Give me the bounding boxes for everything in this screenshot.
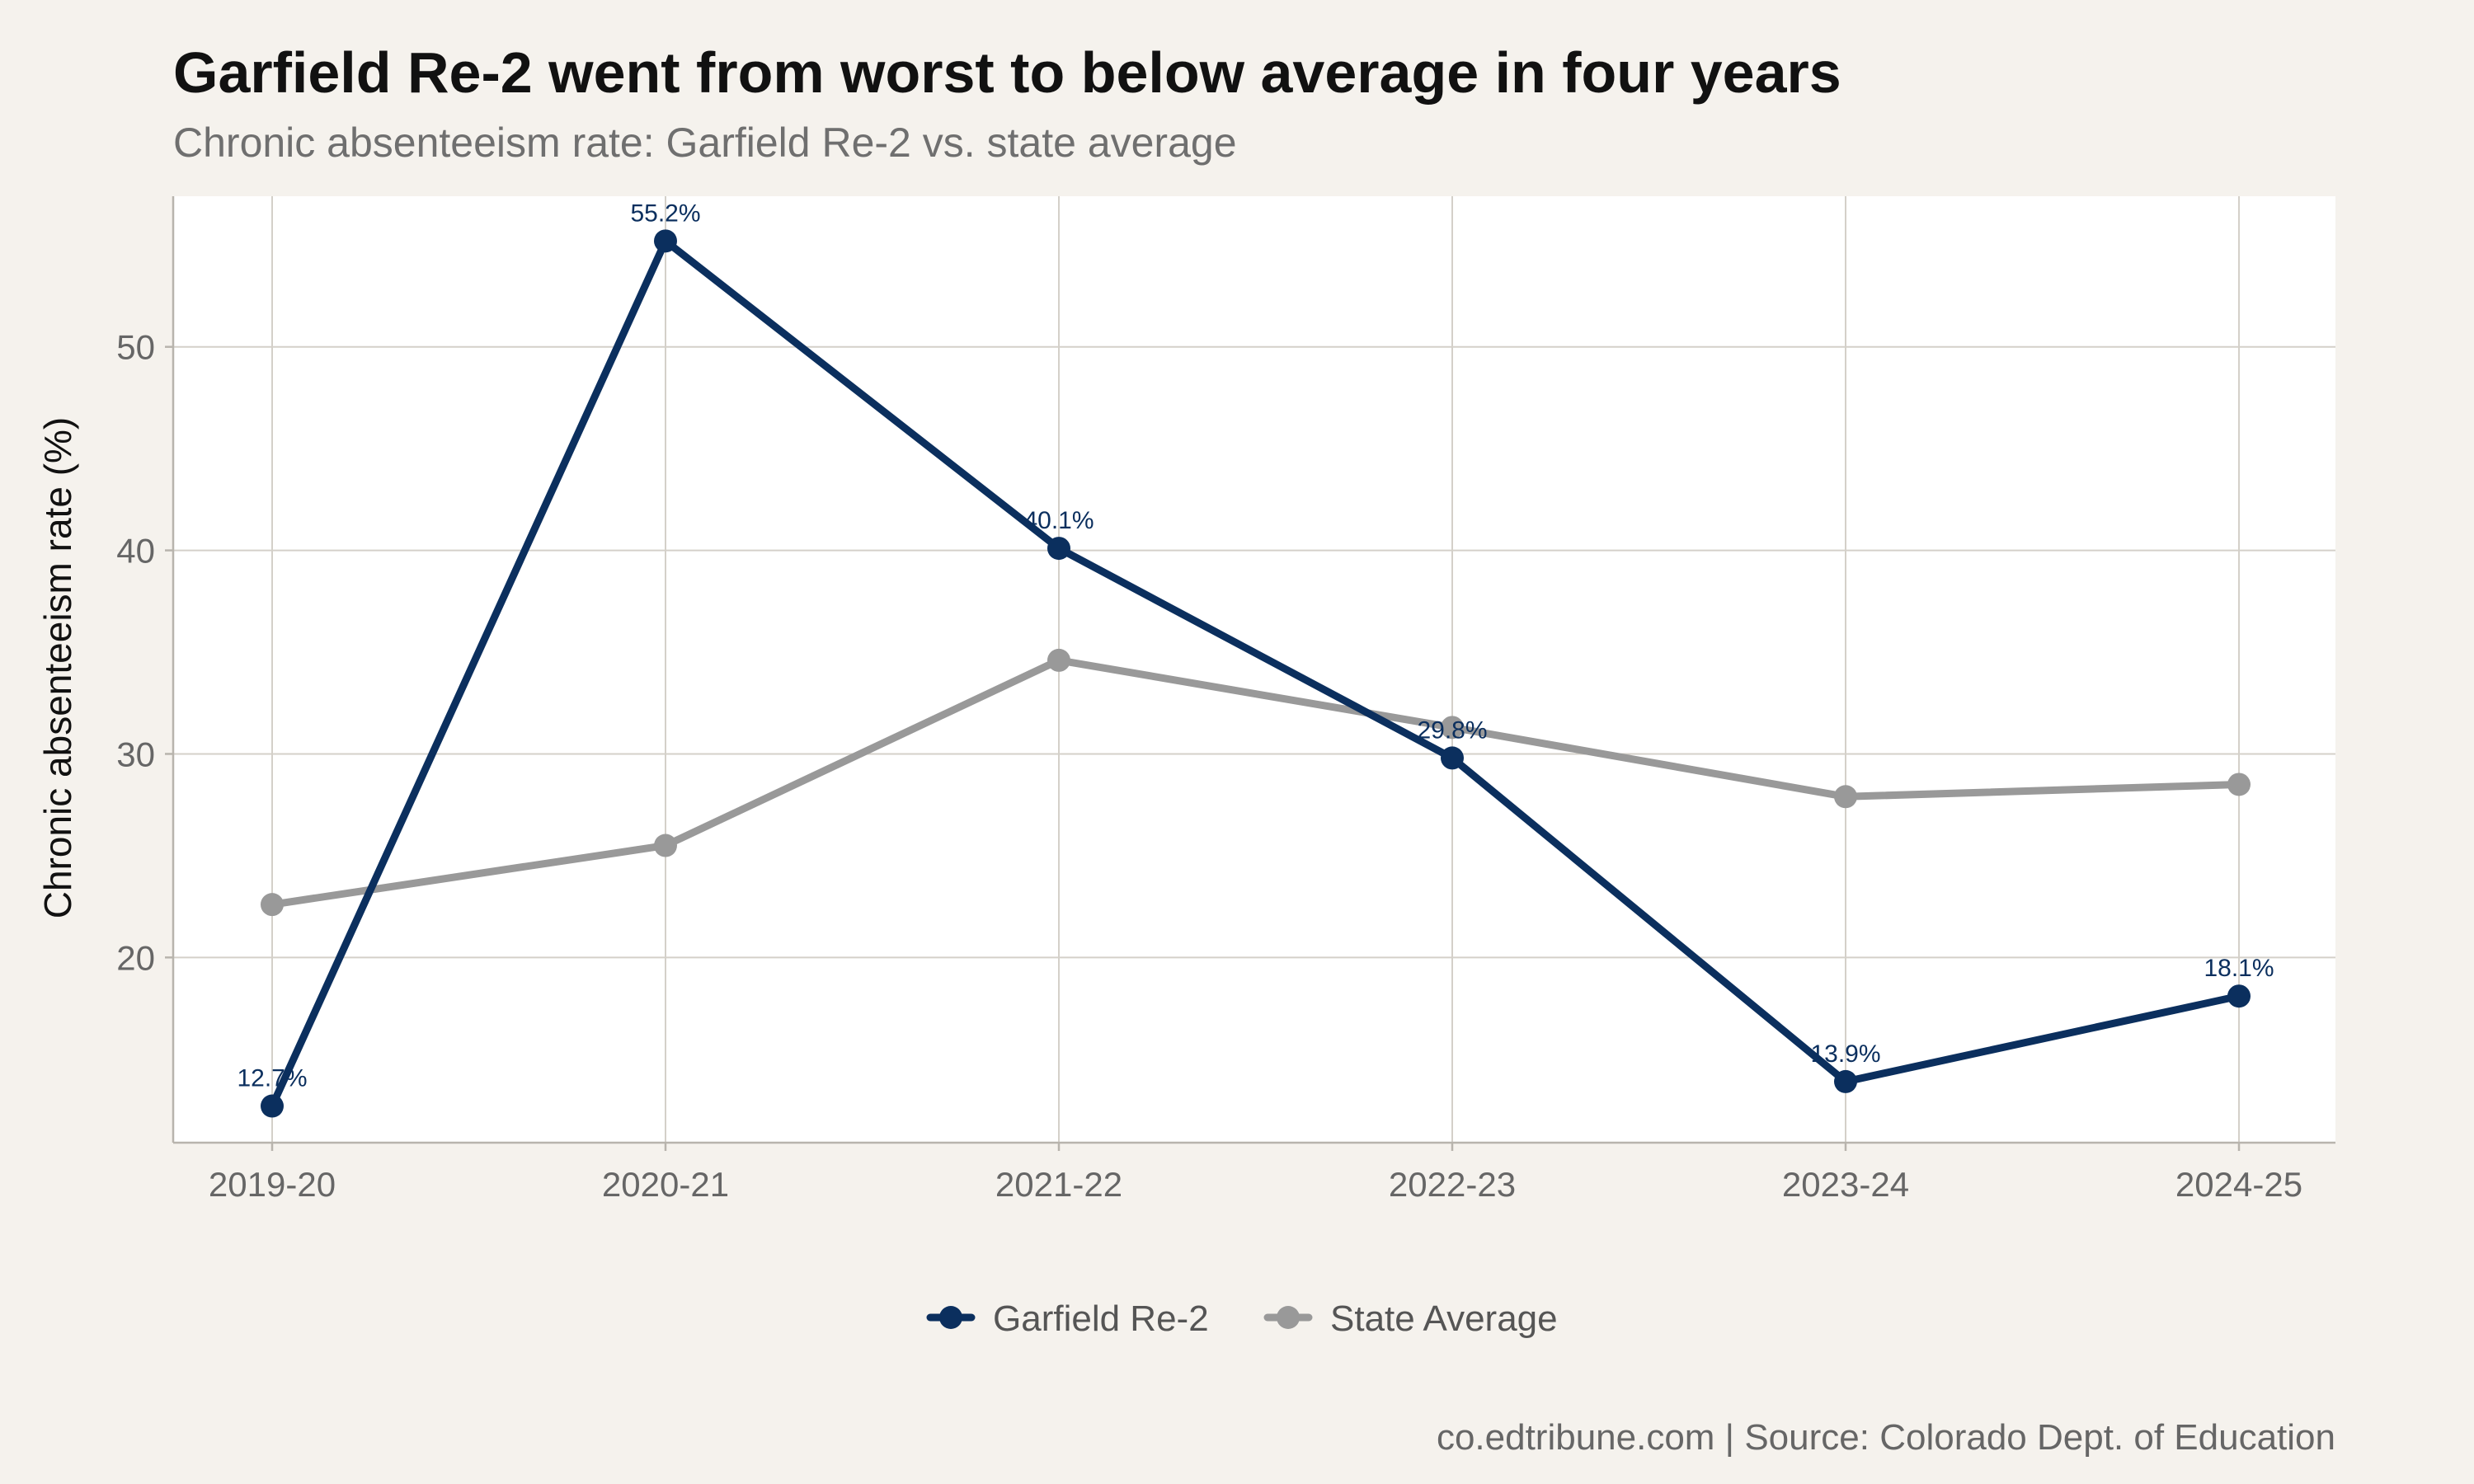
plot-panel — [173, 196, 2335, 1143]
series-layer — [261, 229, 2251, 1118]
data-label: 55.2% — [630, 200, 700, 227]
data-point — [1441, 746, 1464, 770]
series-garfield-re-2 — [261, 229, 2251, 1118]
x-tick-label: 2020-21 — [602, 1165, 729, 1204]
chart-subtitle: Chronic absenteeism rate: Garfield Re-2 … — [173, 120, 1237, 166]
x-axis-ticks: 2019-20 2020-21 2021-22 2022-23 2023-24 2024-… — [209, 1143, 2302, 1204]
y-tick-label: 50 — [116, 328, 155, 367]
series-line — [268, 237, 2243, 1111]
x-tick-label: 2019-20 — [209, 1165, 336, 1204]
data-point — [1834, 785, 1857, 809]
x-tick-label: 2023-24 — [1782, 1165, 1909, 1204]
legend-item-state-average: State Average — [1263, 1298, 1558, 1339]
data-point — [1047, 537, 1070, 561]
data-point — [654, 229, 677, 253]
data-label: 29.8% — [1417, 716, 1487, 744]
y-axis-ticks: 20 30 40 50 — [116, 328, 173, 977]
data-label: 18.1% — [2204, 955, 2274, 982]
data-point — [654, 834, 677, 857]
legend-item-garfield-re-2: Garfield Re-2 — [926, 1298, 1209, 1339]
legend-key-point — [939, 1306, 962, 1329]
data-point — [2227, 773, 2251, 796]
data-labels: 12.7% 55.2% 40.1% 29.8% 13.9% 18.1% — [237, 200, 2274, 1092]
y-tick-label: 40 — [116, 532, 155, 571]
series-line — [268, 656, 2243, 909]
data-point — [2227, 984, 2251, 1008]
series-state-average — [261, 648, 2251, 917]
data-label: 12.7% — [237, 1065, 307, 1092]
y-axis-label: Chronic absenteeism rate (%) — [36, 417, 79, 918]
data-label: 40.1% — [1023, 507, 1094, 534]
data-label: 13.9% — [1810, 1040, 1880, 1068]
y-tick-label: 30 — [116, 735, 155, 773]
legend-label: State Average — [1330, 1298, 1558, 1339]
x-tick-label: 2022-23 — [1389, 1165, 1516, 1204]
legend-label: Garfield Re-2 — [993, 1298, 1209, 1339]
x-tick-label: 2021-22 — [995, 1165, 1122, 1204]
y-tick-label: 20 — [116, 938, 155, 977]
chart-title: Garfield Re-2 went from worst to below a… — [173, 40, 1841, 105]
data-point — [1047, 648, 1070, 672]
chart-caption: co.edtribune.com | Source: Colorado Dept… — [1437, 1417, 2335, 1458]
legend-key-point — [1277, 1306, 1300, 1329]
data-point — [1834, 1069, 1857, 1093]
legend: Garfield Re-2 State Average — [926, 1298, 1558, 1339]
data-point — [261, 893, 284, 917]
data-point — [261, 1094, 284, 1118]
x-tick-label: 2024-25 — [2175, 1165, 2302, 1204]
y-gridlines — [173, 345, 2335, 959]
data-point — [1441, 716, 1464, 740]
